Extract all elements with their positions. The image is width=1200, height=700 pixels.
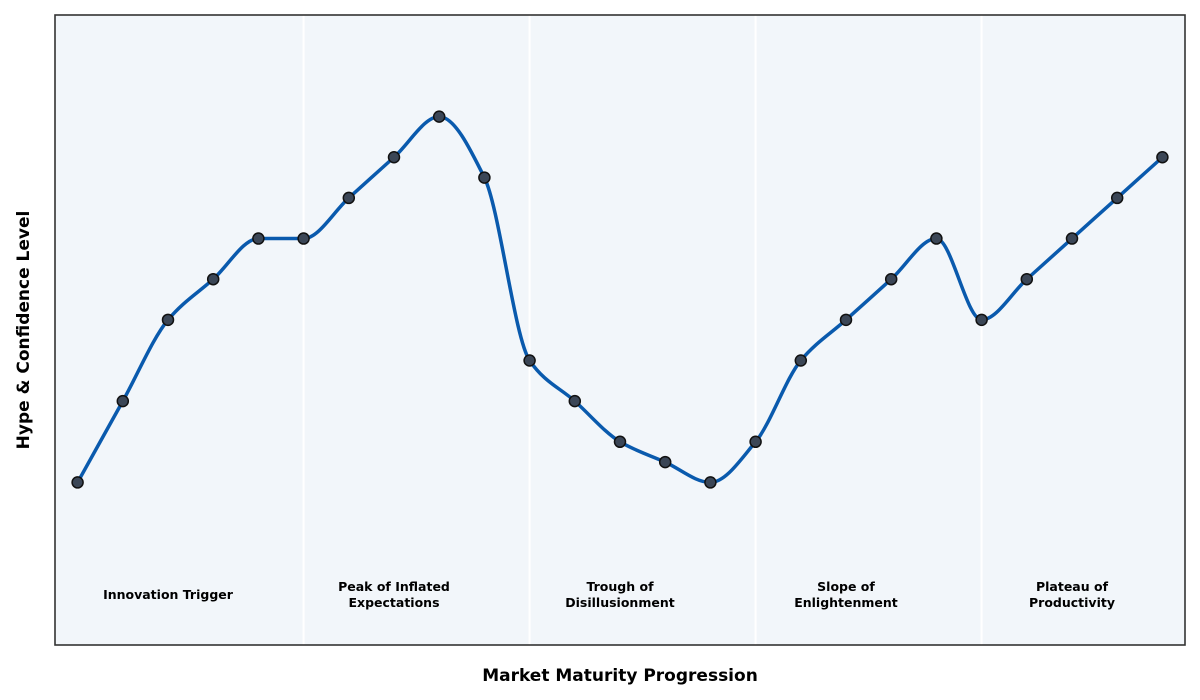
phase-label: Plateau of Productivity	[1029, 579, 1115, 610]
data-point	[704, 476, 717, 489]
phase-label-line: Expectations	[348, 595, 439, 610]
series-markers	[71, 110, 1169, 489]
phase-label-line: Trough of	[586, 579, 654, 594]
plot-area	[55, 15, 1185, 645]
data-point	[1156, 151, 1169, 164]
phase-label-line: Productivity	[1029, 595, 1115, 610]
phase-separators	[302, 15, 983, 645]
data-point	[71, 476, 84, 489]
phase-label: Peak of Inflated Expectations	[338, 579, 450, 610]
data-point	[387, 151, 401, 164]
data-point	[658, 455, 672, 469]
y-axis-label: Hype & Confidence Level	[14, 211, 34, 450]
phase-label-line: Slope of	[817, 579, 875, 594]
x-axis-label: Market Maturity Progression	[482, 666, 758, 686]
phase-label-line: Disillusionment	[565, 595, 674, 610]
phase-label-line: Plateau of	[1036, 579, 1109, 594]
data-point	[297, 232, 310, 245]
phase-label-line: Enlightenment	[794, 595, 898, 610]
data-point	[432, 110, 446, 123]
data-point	[342, 191, 356, 205]
data-point	[116, 394, 130, 408]
data-point	[1110, 191, 1124, 205]
data-point	[930, 232, 943, 245]
phase-label-line: Innovation Trigger	[103, 587, 234, 602]
data-point	[794, 354, 808, 367]
phase-labels: Innovation Trigger Peak of Inflated Expect…	[103, 579, 1115, 610]
data-point	[1065, 232, 1079, 245]
data-point	[568, 394, 582, 408]
data-point	[749, 435, 762, 449]
data-point	[523, 354, 536, 367]
data-point	[1020, 272, 1034, 286]
data-point	[206, 272, 220, 286]
phase-label: Trough of Disillusionment	[565, 579, 674, 610]
phase-label: Innovation Trigger	[103, 587, 234, 602]
data-point	[161, 313, 175, 327]
phase-label: Slope of Enlightenment	[794, 579, 898, 610]
plot-frame	[54, 14, 1186, 646]
phase-label-line: Peak of Inflated	[338, 579, 450, 594]
data-point	[478, 171, 491, 184]
data-point	[884, 272, 898, 286]
data-point	[252, 232, 265, 245]
data-point	[975, 313, 988, 327]
data-point	[839, 313, 853, 327]
data-point	[613, 435, 627, 449]
